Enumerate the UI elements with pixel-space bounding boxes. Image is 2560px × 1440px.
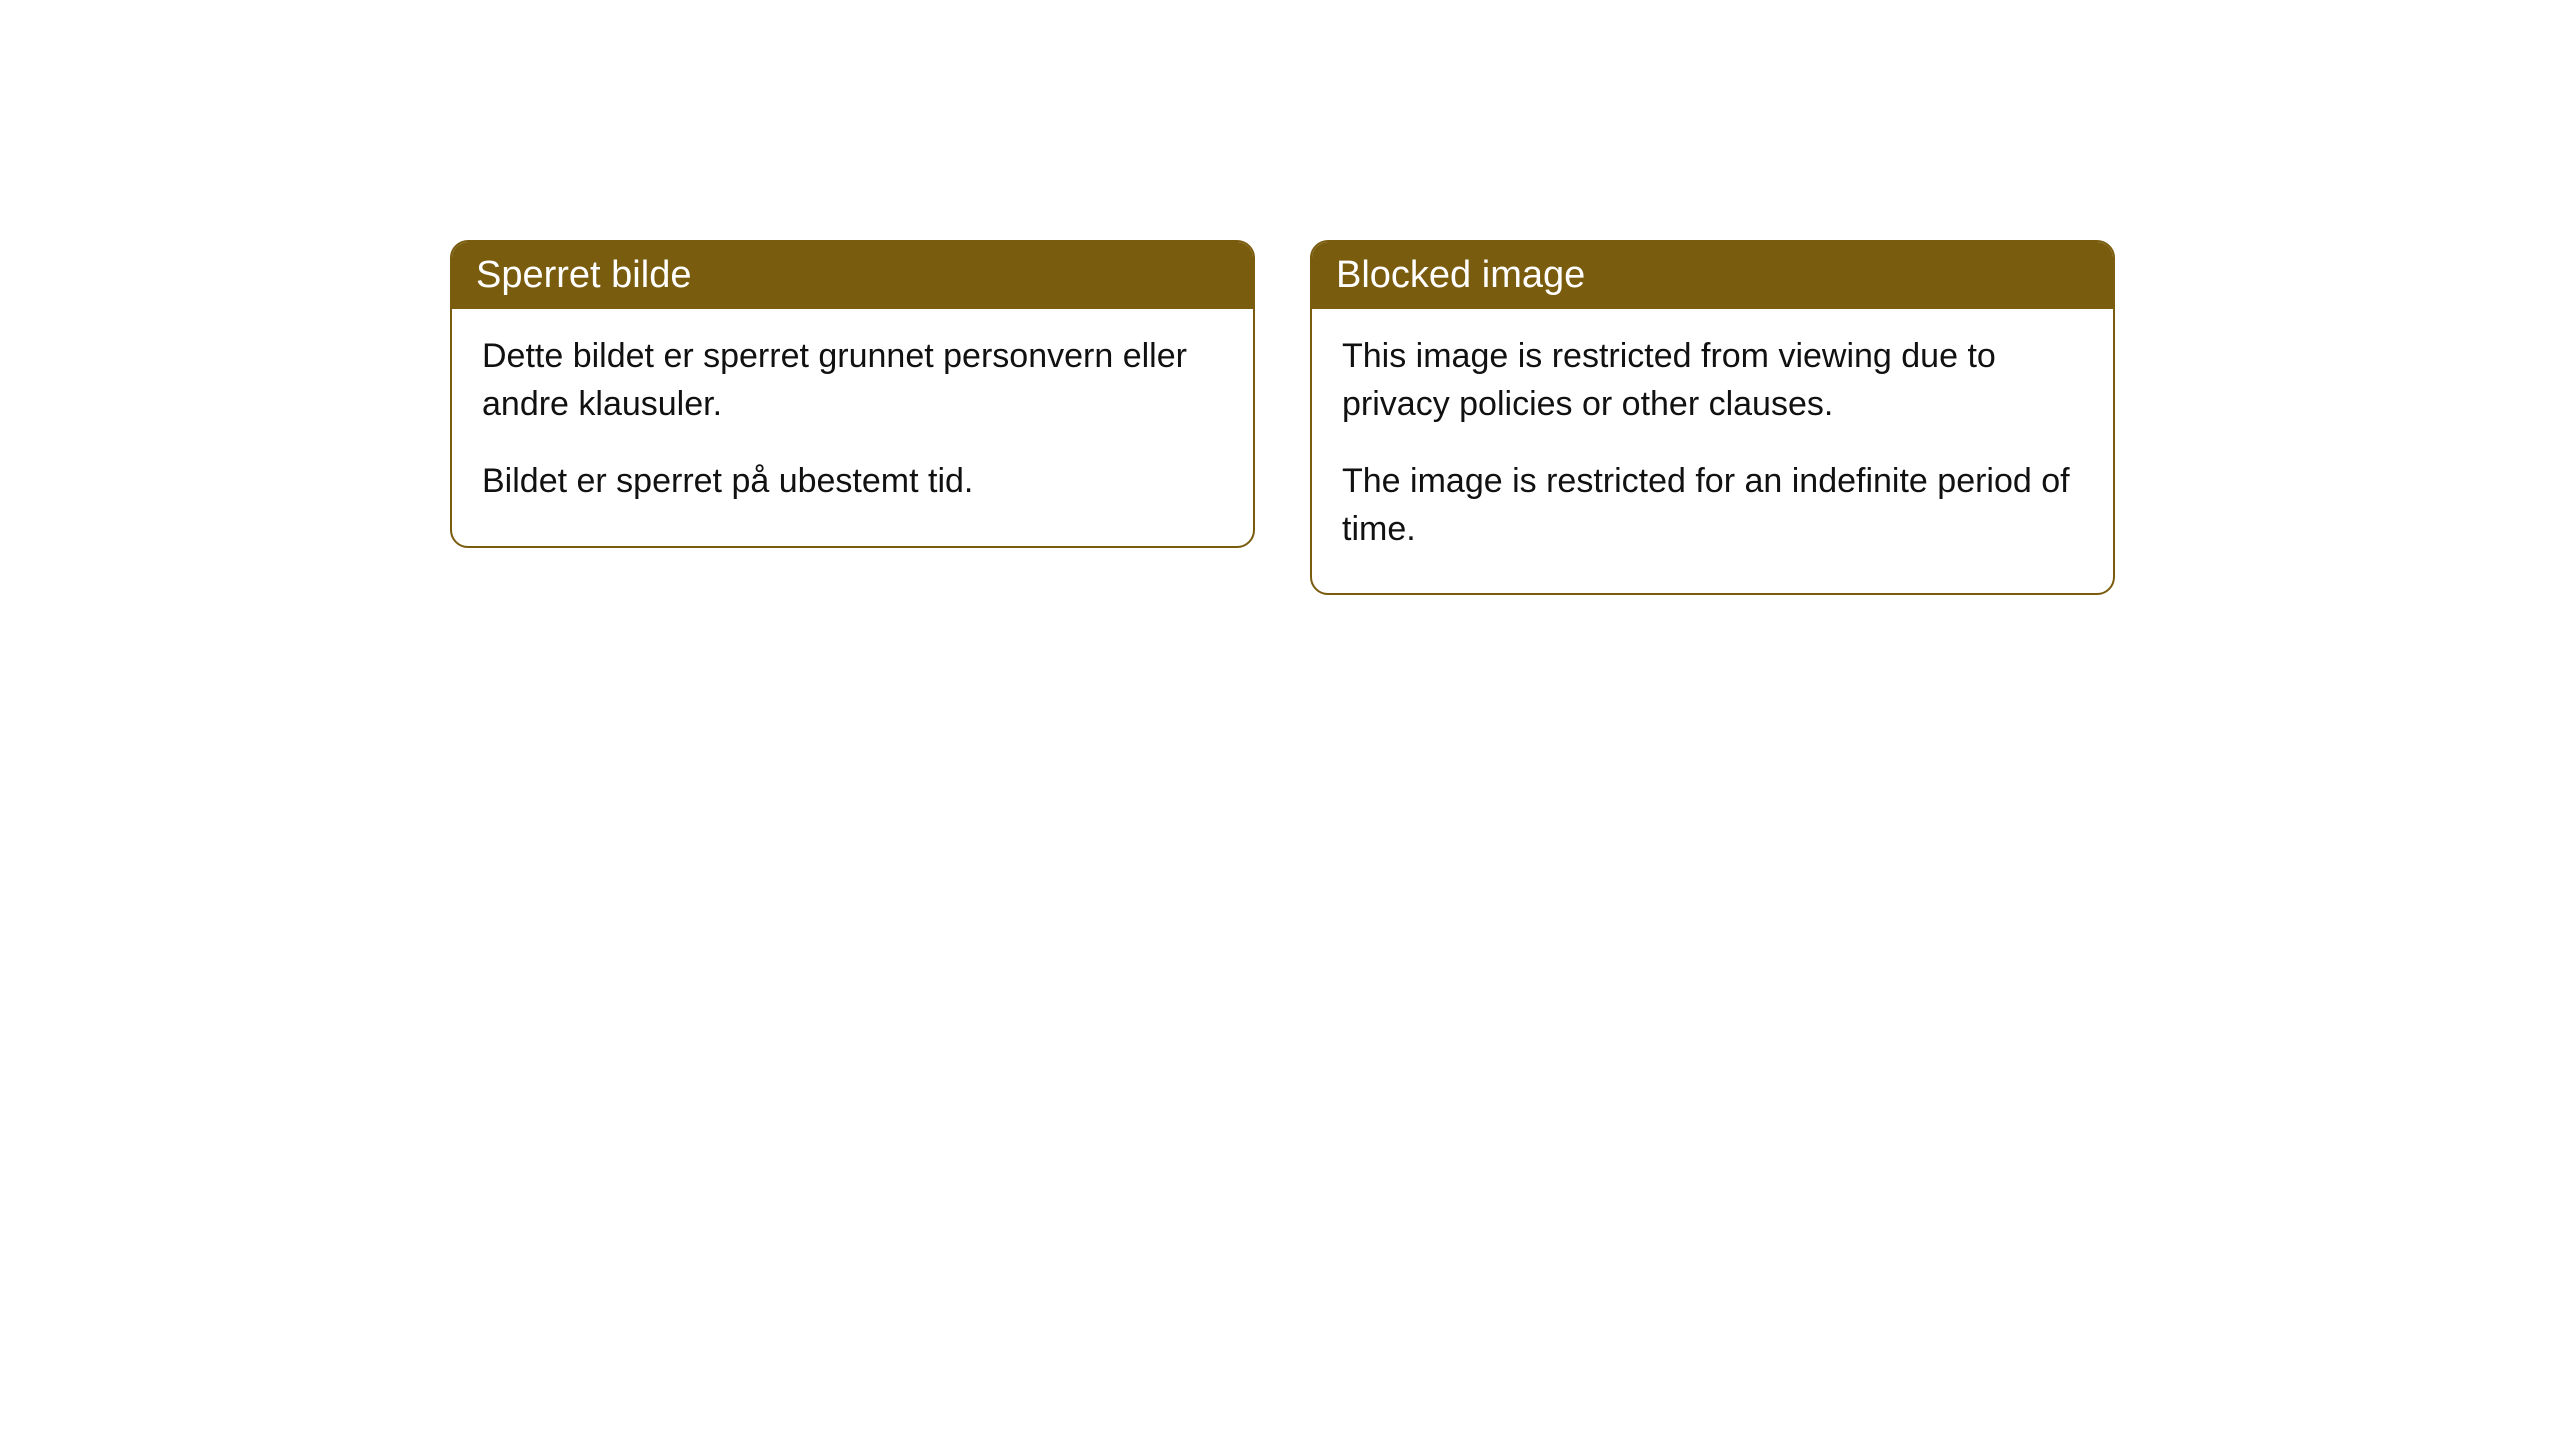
card-paragraph: This image is restricted from viewing du… <box>1342 333 2083 428</box>
card-paragraph: Bildet er sperret på ubestemt tid. <box>482 458 1223 506</box>
card-header: Sperret bilde <box>452 242 1253 309</box>
card-header: Blocked image <box>1312 242 2113 309</box>
card-title: Sperret bilde <box>476 254 691 296</box>
card-body: This image is restricted from viewing du… <box>1312 309 2113 593</box>
card-title: Blocked image <box>1336 254 1585 296</box>
card-paragraph: Dette bildet er sperret grunnet personve… <box>482 333 1223 428</box>
blocked-image-card-norwegian: Sperret bilde Dette bildet er sperret gr… <box>450 240 1255 548</box>
card-paragraph: The image is restricted for an indefinit… <box>1342 458 2083 553</box>
blocked-image-card-english: Blocked image This image is restricted f… <box>1310 240 2115 595</box>
card-body: Dette bildet er sperret grunnet personve… <box>452 309 1253 546</box>
